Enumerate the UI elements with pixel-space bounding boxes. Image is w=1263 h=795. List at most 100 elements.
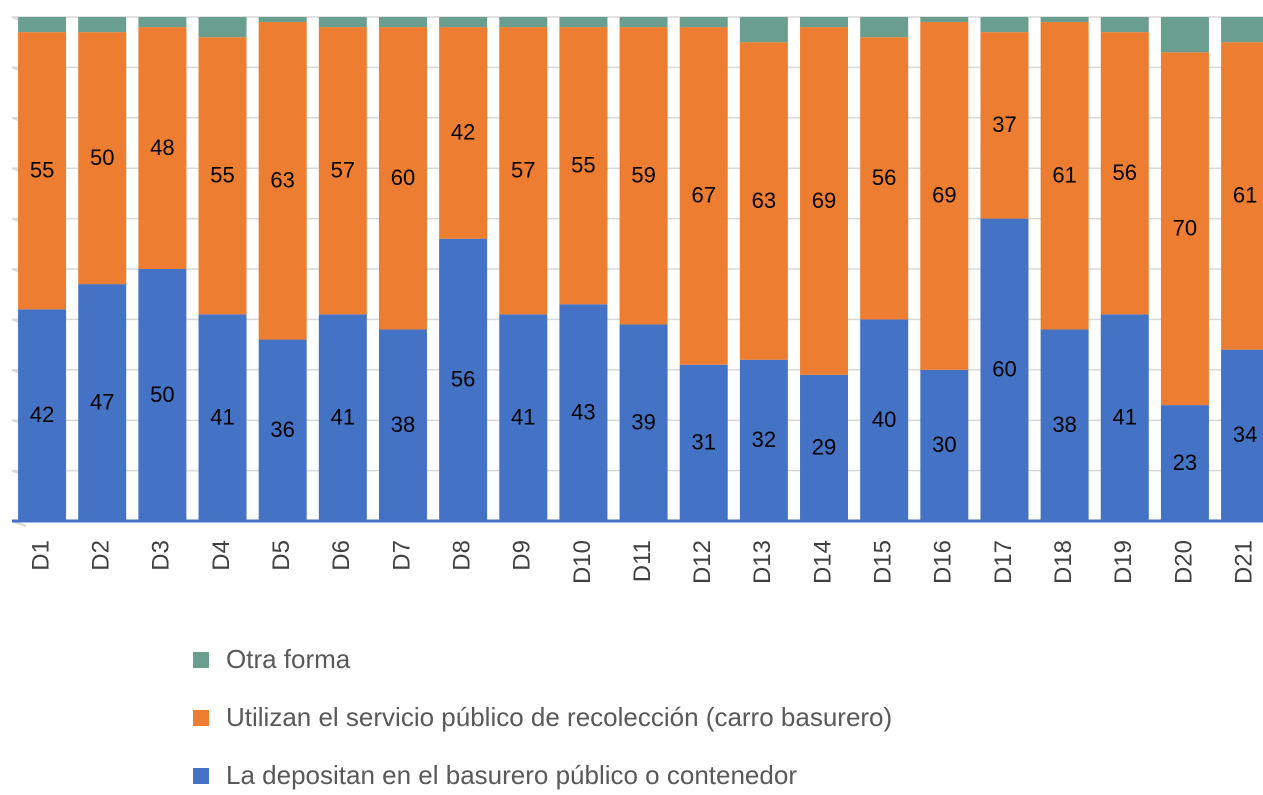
x-tick-label: D3 (148, 540, 175, 571)
x-tick-label: D13 (749, 540, 776, 584)
x-tick-label: D8 (448, 540, 475, 571)
data-label-box (259, 157, 306, 204)
bar-segment (439, 17, 488, 28)
data-label: 30 (932, 432, 956, 457)
x-tick-label: D20 (1170, 540, 1197, 584)
data-label: 34 (1233, 422, 1257, 447)
data-label-box (1161, 205, 1208, 252)
data-label-box (319, 147, 366, 194)
data-label: 56 (872, 165, 896, 190)
x-tick-label: D17 (990, 540, 1017, 584)
data-label: 63 (752, 188, 776, 213)
legend-swatch (193, 768, 209, 784)
data-label: 36 (270, 417, 294, 442)
data-label-box (1101, 150, 1148, 197)
bar-segment (679, 17, 728, 28)
data-label-box (921, 172, 968, 219)
data-label-box (1222, 172, 1263, 219)
bar-segment (619, 17, 668, 28)
data-label: 61 (1233, 183, 1257, 208)
data-label: 70 (1173, 215, 1197, 240)
bar-segment (18, 17, 67, 33)
data-label-box (379, 155, 426, 202)
data-label: 60 (992, 357, 1016, 382)
data-label-box (1041, 402, 1088, 449)
data-label: 55 (571, 152, 595, 177)
bar-segment (800, 17, 849, 28)
data-label: 59 (631, 163, 655, 188)
data-label-box (1222, 412, 1263, 459)
bar-segment (1221, 17, 1263, 43)
data-label: 63 (270, 168, 294, 193)
x-tick-label: D4 (208, 540, 235, 571)
x-tick-label: D6 (328, 540, 355, 571)
bar-segment (860, 17, 909, 38)
data-label-box (560, 142, 607, 189)
data-label: 48 (150, 135, 174, 160)
bar-segment (499, 17, 548, 28)
data-label-box (79, 135, 126, 182)
bar-segment (378, 17, 427, 28)
data-label: 56 (1113, 160, 1137, 185)
data-label: 55 (30, 158, 54, 183)
data-label-box (19, 147, 66, 194)
data-label: 41 (331, 404, 355, 429)
data-label-box (620, 152, 667, 199)
data-label-box (19, 392, 66, 439)
data-label: 67 (691, 183, 715, 208)
data-label-box (861, 397, 908, 444)
x-tick-label: D2 (88, 540, 115, 571)
data-label-box (440, 356, 487, 403)
bar-segment (258, 17, 307, 23)
data-label: 29 (812, 435, 836, 460)
data-label: 39 (631, 410, 655, 435)
data-label-box (259, 407, 306, 454)
data-label-box (680, 172, 727, 219)
bar-segment (1040, 17, 1089, 23)
data-label-box (740, 177, 787, 224)
data-label-box (620, 399, 667, 446)
data-label-box (79, 379, 126, 426)
data-label: 50 (150, 382, 174, 407)
x-tick-label: D5 (268, 540, 295, 571)
data-label-box (560, 389, 607, 436)
data-label: 69 (812, 188, 836, 213)
data-label-box (139, 125, 186, 172)
x-tick-label: D9 (509, 540, 536, 571)
x-tick-label: D19 (1110, 540, 1137, 584)
legend-label: Utilizan el servicio público de recolecc… (226, 702, 892, 732)
legend-swatch (193, 710, 209, 726)
data-label-box (500, 394, 547, 441)
x-tick-label: D7 (388, 540, 415, 571)
bar-segment (1160, 17, 1209, 53)
data-label-box (379, 402, 426, 449)
data-label-box (921, 422, 968, 469)
data-label: 61 (1052, 163, 1076, 188)
data-label: 41 (1113, 404, 1137, 429)
data-label: 43 (571, 399, 595, 424)
x-tick-label: D10 (569, 540, 596, 584)
data-label: 31 (691, 430, 715, 455)
data-label-box (1101, 394, 1148, 441)
legend-swatch (193, 652, 209, 668)
bar-segment (198, 17, 247, 38)
data-label: 41 (511, 404, 535, 429)
data-label-box (981, 346, 1028, 393)
x-tick-label: D11 (629, 540, 656, 582)
bar-segment (980, 17, 1029, 33)
data-label: 50 (90, 145, 114, 170)
data-label: 56 (451, 367, 475, 392)
legend-label: La depositan en el basurero público o co… (226, 760, 797, 790)
data-label-box (139, 372, 186, 418)
bar-segment (920, 17, 969, 23)
legend-label: Otra forma (226, 644, 351, 674)
bar-segment (1100, 17, 1149, 33)
data-label-box (1161, 440, 1208, 487)
data-label-box (199, 152, 246, 199)
data-label-box (500, 147, 547, 194)
x-tick-label: D18 (1050, 540, 1077, 584)
data-label-box (801, 177, 848, 224)
data-label-box (440, 109, 487, 156)
data-label: 32 (752, 427, 776, 452)
